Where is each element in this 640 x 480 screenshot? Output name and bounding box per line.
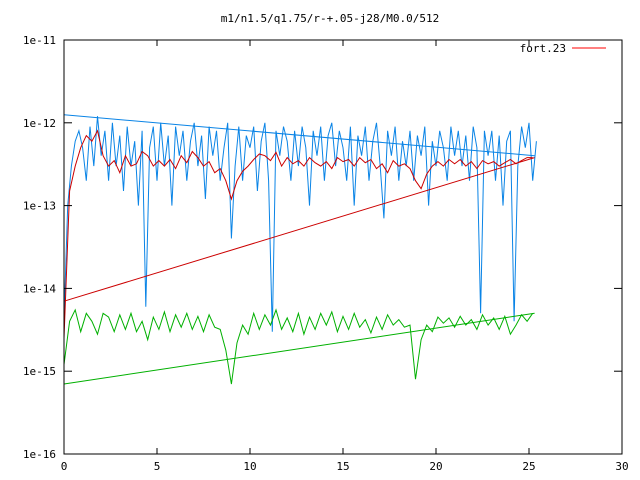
x-tick-label-2: 10 bbox=[243, 460, 256, 473]
y-tick-label-1: 1e-15 bbox=[23, 365, 56, 378]
series-layer bbox=[63, 114, 537, 385]
y-tick-label-4: 1e-12 bbox=[23, 117, 56, 130]
y-tick-label-3: 1e-13 bbox=[23, 200, 56, 213]
series-line-1 bbox=[63, 114, 535, 157]
legend: fort.23 bbox=[520, 42, 606, 55]
x-tick-label-3: 15 bbox=[336, 460, 349, 473]
axis-layer: 0 5 10 15 20 25 30 1e-16 1e-15 1e-14 1e-13 1e-12 1e-… bbox=[23, 34, 629, 473]
y-tick-label-0: 1e-16 bbox=[23, 448, 56, 461]
series-line-3 bbox=[63, 157, 535, 302]
y-tick-label-5: 1e-11 bbox=[23, 34, 56, 47]
x-tick-label-4: 20 bbox=[429, 460, 442, 473]
series-line-4 bbox=[63, 308, 534, 385]
x-tick-label-1: 5 bbox=[154, 460, 161, 473]
chart-title: m1/n1.5/q1.75/r-+.05-j28/M0.0/512 bbox=[221, 12, 440, 25]
series-line-0 bbox=[63, 116, 537, 332]
y-tick-label-2: 1e-14 bbox=[23, 282, 56, 295]
x-tick-label-5: 25 bbox=[522, 460, 535, 473]
x-tick-label-0: 0 bbox=[61, 460, 68, 473]
legend-label: fort.23 bbox=[520, 42, 566, 55]
series-line-2 bbox=[63, 129, 533, 339]
series-line-5 bbox=[63, 312, 535, 385]
x-tick-label-6: 30 bbox=[615, 460, 628, 473]
